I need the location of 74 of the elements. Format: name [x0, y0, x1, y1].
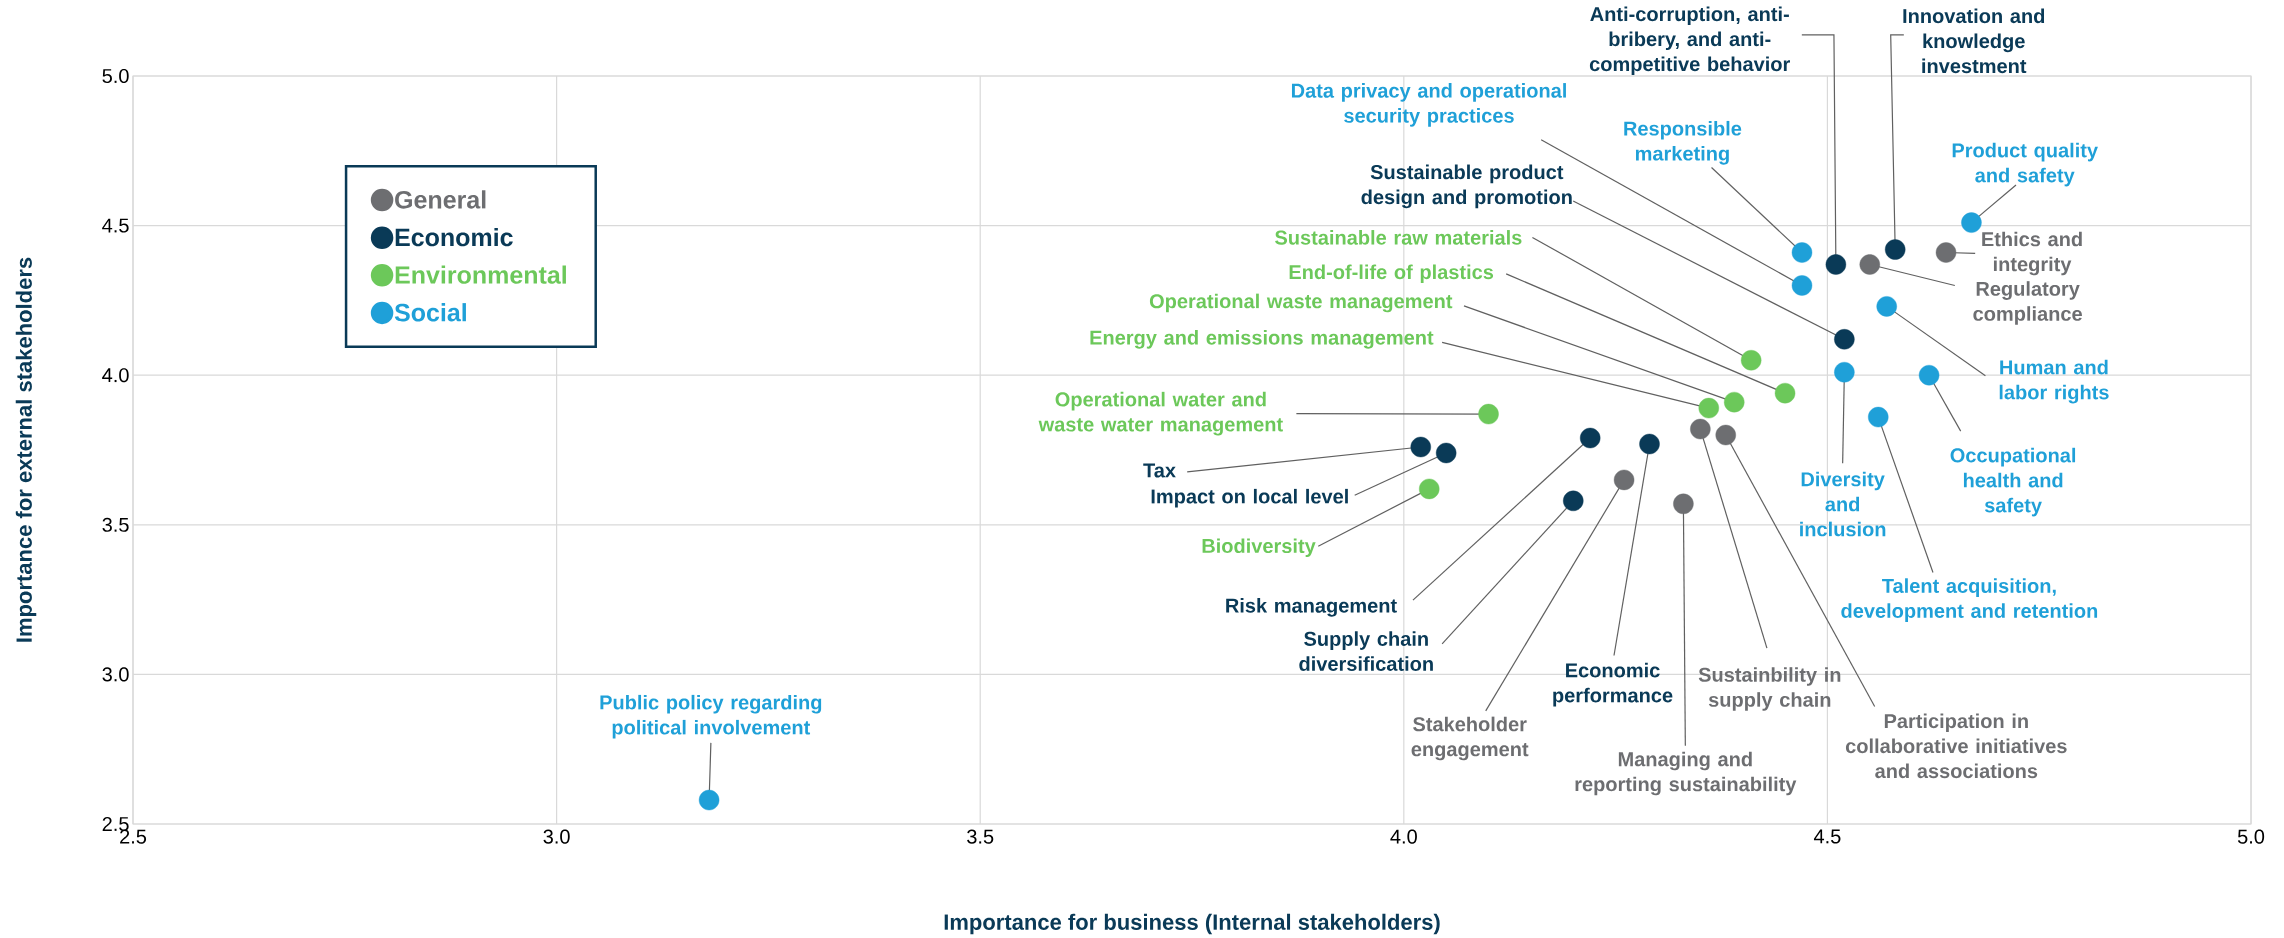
y-tick-label: 4.0	[102, 368, 129, 383]
y-tick-label: 4.5	[102, 218, 129, 233]
point	[1690, 418, 1711, 440]
point	[1740, 350, 1762, 371]
point	[1868, 406, 1889, 428]
point	[1791, 275, 1813, 296]
annotation: Participation in collaborative initiatives and associations	[1845, 713, 2067, 779]
x-tick-label: 4.0	[1390, 829, 1417, 844]
point	[1961, 212, 1982, 233]
annotation: Product quality and safety	[1952, 142, 2098, 187]
y-tick-label: 2.5	[102, 816, 129, 832]
y-axis-title: Importance for external stakeholders	[15, 257, 37, 642]
annotation: Ethics and integrity	[1982, 231, 2082, 276]
x-tick-label: 4.5	[1813, 829, 1841, 844]
point	[1639, 433, 1660, 455]
point	[1715, 424, 1736, 446]
point	[698, 789, 720, 811]
annotation: Diversity and inclusion	[1800, 471, 1886, 537]
point	[1859, 254, 1880, 275]
annotation: Energy and emissions management	[1090, 330, 1434, 349]
annotation: Talent acquisition, development and retention	[1841, 578, 2098, 622]
x-tick-label: 3.5	[967, 829, 994, 844]
annotation: End-of-life of plastics	[1289, 264, 1494, 284]
annotation: Operational water and waste water management	[1038, 391, 1283, 436]
annotation: Human and labor rights	[1999, 359, 2109, 404]
y-tick-label: 3.5	[102, 517, 129, 532]
annotation: Anti-corruption, anti-bribery, and anti-competitive behavior	[1589, 6, 1790, 76]
point	[1410, 436, 1431, 458]
annotation: Data privacy and operational security practices	[1291, 83, 1566, 127]
point	[1791, 242, 1813, 263]
point	[1834, 329, 1855, 350]
annotation: Risk management	[1226, 598, 1397, 617]
annotation: Economic performance	[1553, 662, 1673, 707]
legend-label: Social	[394, 303, 466, 322]
annotation: Sustainbility in supply chain	[1698, 667, 1841, 711]
point	[1419, 478, 1440, 500]
point	[1580, 427, 1601, 449]
x-tick-label: 3.0	[543, 829, 570, 844]
x-tick-label: 2.5	[120, 829, 147, 844]
x-tick-label: 5.0	[2237, 829, 2265, 844]
point	[1724, 391, 1745, 413]
annotation: Regulatory compliance	[1973, 281, 2082, 325]
point	[1884, 239, 1906, 260]
annotation: Occupational health and safety	[1950, 447, 2076, 517]
annotation: Biodiversity	[1202, 538, 1316, 558]
point	[1774, 382, 1796, 404]
point	[1563, 490, 1584, 512]
point	[1918, 365, 1940, 386]
annotation: Operational waste management	[1149, 293, 1453, 313]
annotation: Supply chain diversification	[1299, 631, 1433, 671]
point	[1478, 403, 1499, 425]
annotation: Impact on local level	[1151, 488, 1348, 508]
legend-label: General	[395, 190, 486, 209]
point	[1698, 397, 1719, 419]
point	[1673, 493, 1694, 515]
point	[1613, 469, 1635, 491]
annotation: Stakeholder engagement	[1411, 716, 1529, 761]
y-tick-label: 3.0	[102, 667, 129, 682]
annotation: Tax	[1143, 463, 1176, 478]
point	[1876, 296, 1897, 317]
annotation: Sustainable product design and promotion	[1361, 164, 1572, 209]
point	[1935, 242, 1957, 263]
x-axis-title: Importance for business (Internal stakeholders)	[944, 913, 1440, 935]
point	[1825, 254, 1847, 275]
legend-label: Economic	[395, 227, 513, 247]
point	[1435, 442, 1457, 464]
point	[1834, 362, 1855, 383]
legend-label: Environmental	[395, 265, 566, 284]
annotation: Public policy regarding political involvement	[600, 694, 822, 739]
annotation: Sustainable raw materials	[1275, 230, 1522, 245]
y-tick-label: 5.0	[102, 68, 129, 84]
annotation: Responsible marketing	[1624, 120, 1742, 165]
annotation: Managing and reporting sustainability	[1575, 751, 1797, 796]
annotation: Innovation and knowledge investment	[1903, 8, 2045, 74]
